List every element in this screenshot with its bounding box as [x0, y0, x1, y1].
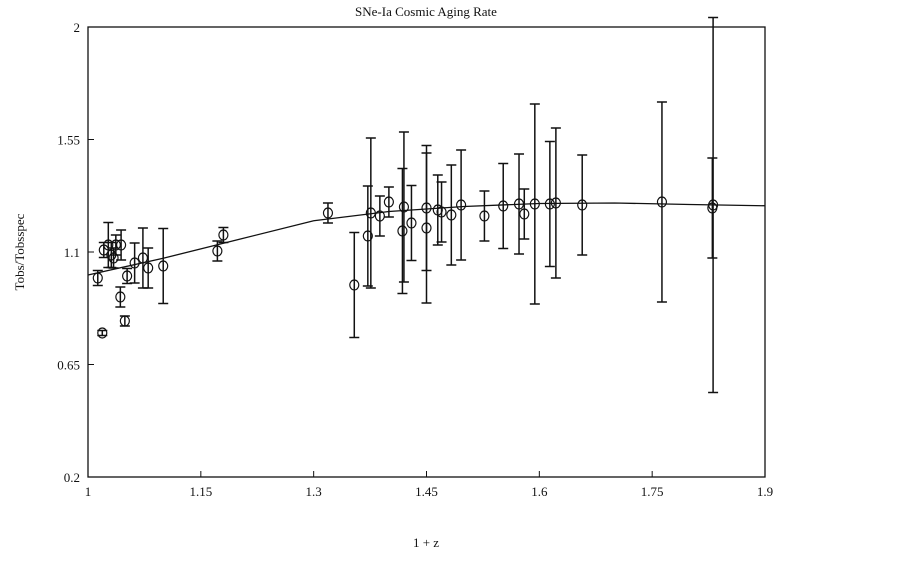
data-point — [406, 184, 417, 262]
point-marker — [383, 196, 394, 208]
y-tick-label: 1.1 — [64, 245, 80, 260]
x-tick-label: 1.6 — [531, 484, 548, 499]
point-marker — [218, 229, 229, 241]
point-marker — [365, 207, 376, 219]
data-point — [436, 181, 447, 243]
point-marker — [397, 225, 408, 237]
data-point — [108, 247, 119, 269]
chart-title: SNe-Ia Cosmic Aging Rate — [355, 4, 497, 19]
data-point — [158, 227, 169, 305]
point-marker — [519, 208, 530, 220]
x-axis-label: 1 + z — [413, 535, 439, 550]
data-point — [421, 152, 432, 304]
point-marker — [513, 198, 525, 210]
x-tick-label: 1.9 — [757, 484, 773, 499]
data-point — [322, 202, 334, 224]
data-point — [218, 226, 229, 244]
data-point — [513, 153, 525, 255]
x-tick-label: 1.15 — [189, 484, 212, 499]
point-marker — [129, 257, 140, 269]
point-marker — [119, 315, 130, 327]
point-marker — [122, 270, 133, 282]
point-marker — [212, 245, 223, 257]
y-tick-label: 1.55 — [57, 133, 80, 148]
data-point — [143, 247, 154, 289]
point-marker — [115, 291, 126, 303]
data-point — [97, 327, 108, 339]
point-marker — [544, 198, 555, 210]
data-point — [374, 195, 385, 237]
point-marker — [550, 197, 561, 209]
point-marker — [656, 196, 668, 208]
point-marker — [577, 199, 588, 211]
data-point — [92, 269, 103, 287]
point-marker — [398, 201, 410, 213]
data-point — [498, 162, 509, 250]
point-marker — [362, 230, 373, 242]
point-marker — [158, 260, 169, 272]
data-point — [115, 229, 127, 261]
point-marker — [92, 272, 103, 284]
y-tick-label: 0.2 — [64, 470, 80, 485]
point-marker — [707, 202, 718, 214]
point-marker — [479, 210, 490, 222]
data-point — [656, 101, 668, 303]
point-marker — [529, 198, 540, 210]
data-point — [110, 234, 121, 256]
data-point — [397, 167, 408, 295]
data-point — [550, 127, 561, 279]
y-tick-label: 2 — [74, 20, 81, 35]
x-tick-label: 1.45 — [415, 484, 438, 499]
data-point — [115, 286, 126, 308]
data-point — [398, 131, 410, 283]
point-marker — [456, 199, 467, 211]
data-point — [365, 137, 376, 289]
data-point — [119, 315, 130, 327]
point-marker — [349, 279, 360, 291]
data-point — [544, 140, 555, 268]
x-tick-label: 1.3 — [306, 484, 322, 499]
point-marker — [137, 252, 149, 264]
data-point — [212, 240, 223, 262]
data-point — [479, 190, 490, 242]
data-point — [707, 157, 718, 259]
point-marker — [322, 207, 334, 219]
data-point — [529, 103, 540, 305]
data-point — [349, 231, 360, 339]
data-point — [129, 242, 140, 284]
point-marker — [406, 217, 417, 229]
x-tick-label: 1.75 — [641, 484, 664, 499]
point-marker — [436, 206, 447, 218]
y-tick-label: 0.65 — [57, 358, 80, 373]
point-marker — [108, 252, 119, 264]
point-marker — [110, 239, 121, 251]
point-marker — [374, 210, 385, 222]
point-marker — [97, 327, 108, 339]
point-marker — [103, 239, 114, 251]
point-marker — [115, 239, 127, 251]
point-marker — [498, 200, 509, 212]
data-point — [122, 267, 133, 285]
data-point — [519, 188, 530, 240]
data-point — [456, 149, 467, 261]
point-marker — [143, 262, 154, 274]
point-marker — [446, 209, 457, 221]
data-point — [577, 154, 588, 256]
point-marker — [421, 222, 432, 234]
x-tick-label: 1 — [85, 484, 92, 499]
data-point — [137, 227, 149, 289]
data-point — [383, 186, 394, 218]
data-point — [446, 164, 457, 266]
y-axis-label: Tobs/Tobsspec — [12, 213, 27, 290]
